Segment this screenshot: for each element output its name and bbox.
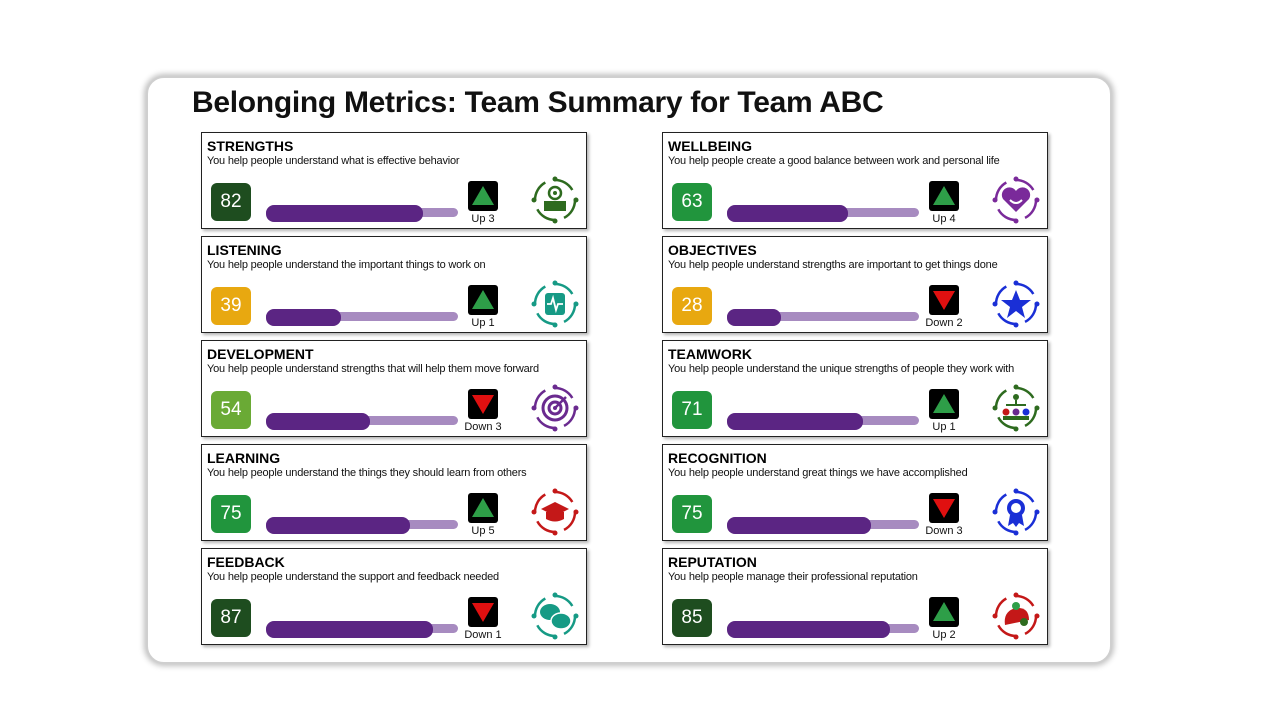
- score-badge: 63: [672, 183, 712, 221]
- trend-down-icon: [929, 285, 959, 315]
- metric-description: You help people understand strengths tha…: [207, 363, 539, 375]
- wellbeing-icon: [991, 175, 1041, 225]
- page-title: Belonging Metrics: Team Summary for Team…: [192, 86, 884, 119]
- score-badge: 75: [211, 495, 251, 533]
- metric-name: LISTENING: [207, 242, 282, 258]
- trend-up-icon: [929, 597, 959, 627]
- metric-description: You help people manage their professiona…: [668, 571, 918, 583]
- metric-description: You help people understand the important…: [207, 259, 486, 271]
- progress-fill: [266, 621, 434, 638]
- progress-track: [266, 517, 458, 534]
- trend-label: Up 1: [471, 317, 495, 329]
- learning-icon: [530, 487, 580, 537]
- progress-fill: [266, 205, 424, 222]
- trend-label: Down 3: [464, 421, 502, 433]
- trend-up-icon: [468, 285, 498, 315]
- metric-description: You help people create a good balance be…: [668, 155, 1000, 167]
- metric-card-objectives: OBJECTIVES You help people understand st…: [662, 236, 1048, 333]
- trend-down-icon: [468, 597, 498, 627]
- metric-name: RECOGNITION: [668, 450, 767, 466]
- metric-card-listening: LISTENING You help people understand the…: [201, 236, 587, 333]
- trend-label: Up 2: [932, 629, 956, 641]
- metric-description: You help people understand strengths are…: [668, 259, 998, 271]
- metric-card-reputation: REPUTATION You help people manage their …: [662, 548, 1048, 645]
- progress-fill: [727, 309, 781, 326]
- progress-track: [727, 309, 919, 326]
- trend-label: Down 3: [925, 525, 963, 537]
- score-badge: 71: [672, 391, 712, 429]
- metric-name: LEARNING: [207, 450, 281, 466]
- trend-label: Down 2: [925, 317, 963, 329]
- metric-name: TEAMWORK: [668, 346, 752, 362]
- metric-description: You help people understand the support a…: [207, 571, 499, 583]
- trend-label: Down 1: [464, 629, 502, 641]
- trend-label: Up 4: [932, 213, 956, 225]
- progress-fill: [727, 413, 864, 430]
- metric-description: You help people understand what is effec…: [207, 155, 460, 167]
- metric-name: WELLBEING: [668, 138, 752, 154]
- teamwork-icon: [991, 383, 1041, 433]
- score-badge: 54: [211, 391, 251, 429]
- metric-card-learning: LEARNING You help people understand the …: [201, 444, 587, 541]
- metric-name: OBJECTIVES: [668, 242, 757, 258]
- progress-track: [727, 621, 919, 638]
- score-badge: 82: [211, 183, 251, 221]
- metric-name: DEVELOPMENT: [207, 346, 314, 362]
- metric-description: You help people understand the unique st…: [668, 363, 1015, 375]
- metric-name: REPUTATION: [668, 554, 757, 570]
- progress-track: [727, 517, 919, 534]
- trend-up-icon: [929, 181, 959, 211]
- metric-name: FEEDBACK: [207, 554, 285, 570]
- progress-fill: [266, 413, 370, 430]
- metric-card-strengths: STRENGTHS You help people understand wha…: [201, 132, 587, 229]
- progress-fill: [266, 517, 410, 534]
- metric-card-teamwork: TEAMWORK You help people understand the …: [662, 340, 1048, 437]
- metric-card-recognition: RECOGNITION You help people understand g…: [662, 444, 1048, 541]
- score-badge: 75: [672, 495, 712, 533]
- strengths-icon: [530, 175, 580, 225]
- score-badge: 87: [211, 599, 251, 637]
- listening-icon: [530, 279, 580, 329]
- progress-track: [266, 413, 458, 430]
- trend-up-icon: [929, 389, 959, 419]
- score-badge: 28: [672, 287, 712, 325]
- score-badge: 85: [672, 599, 712, 637]
- metric-card-development: DEVELOPMENT You help people understand s…: [201, 340, 587, 437]
- trend-down-icon: [929, 493, 959, 523]
- trend-label: Up 5: [471, 525, 495, 537]
- progress-fill: [727, 205, 848, 222]
- trend-down-icon: [468, 389, 498, 419]
- score-badge: 39: [211, 287, 251, 325]
- progress-track: [727, 413, 919, 430]
- trend-label: Up 1: [932, 421, 956, 433]
- development-icon: [530, 383, 580, 433]
- progress-track: [266, 309, 458, 326]
- progress-track: [266, 205, 458, 222]
- progress-fill: [727, 517, 871, 534]
- metric-name: STRENGTHS: [207, 138, 294, 154]
- trend-up-icon: [468, 181, 498, 211]
- progress-track: [727, 205, 919, 222]
- metric-description: You help people understand the things th…: [207, 467, 527, 479]
- metric-card-feedback: FEEDBACK You help people understand the …: [201, 548, 587, 645]
- trend-up-icon: [468, 493, 498, 523]
- objectives-icon: [991, 279, 1041, 329]
- trend-label: Up 3: [471, 213, 495, 225]
- reputation-icon: [991, 591, 1041, 641]
- metric-description: You help people understand great things …: [668, 467, 968, 479]
- recognition-icon: [991, 487, 1041, 537]
- progress-track: [266, 621, 458, 638]
- metric-card-wellbeing: WELLBEING You help people create a good …: [662, 132, 1048, 229]
- progress-fill: [727, 621, 891, 638]
- feedback-icon: [530, 591, 580, 641]
- progress-fill: [266, 309, 341, 326]
